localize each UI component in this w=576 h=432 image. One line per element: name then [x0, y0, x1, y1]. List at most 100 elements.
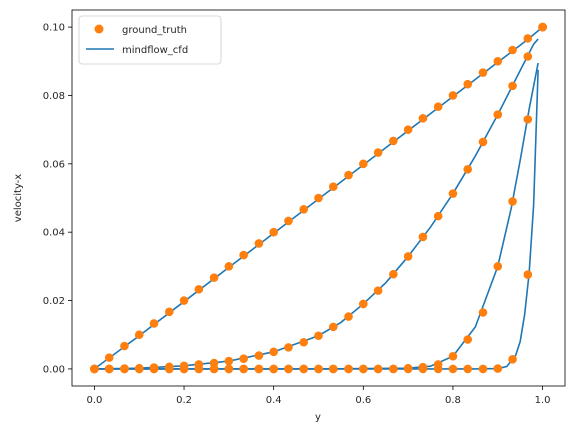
- legend-label-mindflow-cfd: mindflow_cfd: [122, 45, 188, 56]
- legend-box: [78, 15, 222, 65]
- ground-truth-point: [149, 364, 159, 374]
- ground-truth-point: [523, 270, 533, 279]
- ground-truth-point: [299, 204, 309, 214]
- ground-truth-point: [239, 364, 248, 374]
- x-tick-label: 0.6: [355, 395, 371, 406]
- ground-truth-point: [120, 341, 129, 351]
- x-tick-label: 0.4: [266, 395, 282, 406]
- ground-truth-point: [269, 227, 278, 237]
- y-tick-label: 0.06: [43, 159, 65, 170]
- ground-truth-point: [389, 364, 398, 374]
- ground-truth-point: [149, 319, 159, 328]
- ground-truth-point: [418, 232, 428, 242]
- ground-truth-point: [508, 355, 517, 364]
- x-axis: 0.0 0.2 0.4 0.6 0.8 1.0: [86, 386, 551, 406]
- ground-truth-point: [239, 354, 248, 363]
- ground-truth-point: [344, 170, 353, 180]
- ground-truth-point: [538, 22, 547, 32]
- ground-truth-point: [344, 312, 353, 321]
- ground-truth-point: [134, 330, 144, 340]
- ground-truth-point: [164, 307, 174, 317]
- ground-truth-point: [403, 364, 413, 374]
- y-tick-label: 0.02: [43, 296, 65, 307]
- ground-truth-point: [314, 331, 323, 341]
- ground-truth-point: [284, 216, 293, 226]
- ground-truth-point: [90, 364, 99, 374]
- ground-truth-point: [508, 45, 517, 55]
- ground-truth-point: [239, 250, 248, 260]
- ground-truth-point: [314, 193, 323, 203]
- ground-truth-point: [493, 56, 503, 66]
- ground-truth-point: [433, 211, 443, 221]
- ground-truth-point: [448, 189, 458, 198]
- ground-truth-point: [209, 273, 219, 282]
- ground-truth-point: [523, 52, 533, 61]
- legend: ground_truth mindflow_cfd: [78, 15, 222, 65]
- plot-frame: [71, 9, 566, 387]
- ground-truth-point: [508, 197, 517, 206]
- ground-truth-point: [403, 252, 413, 261]
- legend-label-ground-truth: ground_truth: [122, 25, 187, 36]
- ground-truth-point: [254, 351, 264, 360]
- ground-truth-point: [373, 364, 383, 374]
- y-axis-label: velocity-x: [13, 174, 24, 223]
- x-tick-label: 0.2: [176, 395, 192, 406]
- ground-truth-point: [104, 353, 114, 362]
- ground-truth-point: [194, 364, 204, 374]
- ground-truth-point: [373, 286, 383, 295]
- y-axis: 0.00 0.02 0.04 0.06 0.08 0.10: [43, 23, 72, 375]
- ground-truth-point: [373, 148, 383, 157]
- ground-truth-point: [389, 136, 398, 146]
- ground-truth-point: [433, 102, 443, 112]
- ground-truth-point: [314, 364, 323, 374]
- cfd-line-profile-1: [93, 26, 544, 370]
- ground-truth-point: [209, 364, 219, 374]
- ground-truth-point: [478, 308, 488, 317]
- ground-truth-point: [463, 79, 473, 89]
- ground-truth-point: [224, 262, 234, 271]
- ground-truth-point: [478, 137, 488, 147]
- ground-truth-point: [433, 364, 443, 374]
- ground-truth-point: [224, 364, 234, 374]
- y-tick-label: 0.08: [43, 91, 65, 102]
- ground-truth-point: [448, 364, 458, 374]
- ground-truth-point: [418, 364, 428, 374]
- y-tick-label: 0.00: [43, 364, 65, 375]
- ground-truth-point: [508, 81, 517, 91]
- ground-truth-point: [284, 343, 293, 352]
- ground-truth-point: [389, 269, 398, 279]
- ground-truth-point: [493, 364, 503, 373]
- ground-truth-point: [134, 364, 144, 374]
- ground-truth-point: [403, 125, 413, 134]
- ground-truth-point: [478, 68, 488, 77]
- ground-truth-point: [478, 364, 488, 374]
- x-tick-label: 1.0: [535, 395, 551, 406]
- plot-marks: [90, 22, 547, 374]
- ground-truth-point: [224, 356, 234, 366]
- ground-truth-point: [284, 364, 293, 374]
- ground-truth-point: [448, 351, 458, 361]
- ground-truth-point: [254, 364, 264, 374]
- ground-truth-point: [463, 164, 473, 174]
- ground-truth-point: [493, 262, 503, 271]
- ground-truth-point: [254, 239, 264, 248]
- ground-truth-point: [418, 114, 428, 123]
- ground-truth-point: [463, 364, 473, 374]
- ground-truth-point: [179, 296, 189, 305]
- ground-truth-point: [104, 364, 114, 374]
- ground-truth-point: [463, 335, 473, 344]
- x-tick-label: 0.8: [445, 395, 461, 406]
- ground-truth-point: [194, 284, 204, 294]
- x-tick-label: 0.0: [86, 395, 102, 406]
- ground-truth-point: [328, 364, 338, 374]
- ground-truth-point: [359, 299, 368, 309]
- ground-truth-point: [359, 364, 368, 374]
- y-tick-label: 0.10: [43, 23, 65, 34]
- y-tick-label: 0.04: [43, 228, 65, 239]
- ground-truth-point: [164, 364, 174, 374]
- ground-truth-point: [269, 347, 278, 357]
- ground-truth-point: [328, 322, 338, 332]
- ground-truth-point: [448, 91, 458, 100]
- ground-truth-point: [523, 115, 533, 124]
